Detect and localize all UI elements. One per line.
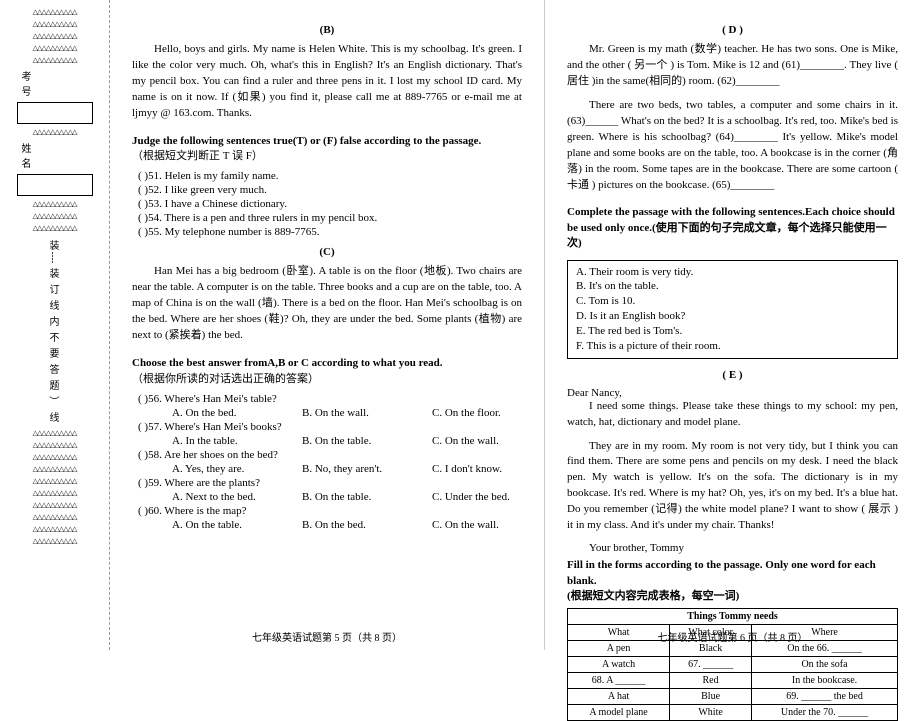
section-c-title: (C) (132, 246, 522, 258)
passage-d1: Mr. Green is my math (数学) teacher. He ha… (567, 42, 898, 90)
instr-d: Complete the passage with the following … (567, 205, 898, 251)
passage-e2: They are in my room. My room is not very… (567, 439, 898, 535)
signature: Your brother, Tommy (567, 542, 898, 554)
exam-id-box (17, 102, 93, 124)
page-5: (B) Hello, boys and girls. My name is He… (110, 0, 545, 650)
tri-decoration: △△△△△△△△△△ (4, 8, 105, 16)
options-d: A. Their room is very tidy.B. It's on th… (567, 260, 898, 359)
name-label: 姓 名 (18, 140, 92, 170)
exam-id-label: 考 号 (18, 68, 92, 98)
section-e-title: ( E ) (567, 369, 898, 381)
footer-5: 七年级英语试题第 5 页（共 8 页） (110, 629, 544, 644)
instr-e: Fill in the forms according to the passa… (567, 559, 876, 586)
instr-b: Judge the following sentences true(T) or… (132, 135, 481, 147)
binding-text: 装┊装订线内不要答题︶线 (50, 236, 60, 425)
name-box (17, 174, 93, 196)
table-e: Things Tommy needsWhatWhat colorWhereA p… (567, 608, 898, 721)
binding-margin: △△△△△△△△△△ △△△△△△△△△△ △△△△△△△△△△ △△△△△△△… (0, 0, 110, 650)
passage-d2: There are two beds, two tables, a comput… (567, 98, 898, 194)
instr-c: Choose the best answer fromA,B or C acco… (132, 357, 443, 369)
page-6: ( D ) Mr. Green is my math (数学) teacher.… (545, 0, 920, 650)
letter-greeting: Dear Nancy, (567, 387, 898, 399)
passage-e1: I need some things. Please take these th… (567, 399, 898, 431)
section-d-title: ( D ) (567, 24, 898, 36)
questions-b: ( )51. Helen is my family name.( )52. I … (132, 168, 522, 240)
questions-c: ( )56. Where's Han Mei's table?A. On the… (132, 391, 522, 532)
footer-6: 七年级英语试题第 6 页（共 8 页） (545, 629, 920, 644)
passage-b: Hello, boys and girls. My name is Helen … (132, 42, 522, 122)
passage-c: Han Mei has a big bedroom (卧室). A table … (132, 264, 522, 344)
section-b-title: (B) (132, 24, 522, 36)
